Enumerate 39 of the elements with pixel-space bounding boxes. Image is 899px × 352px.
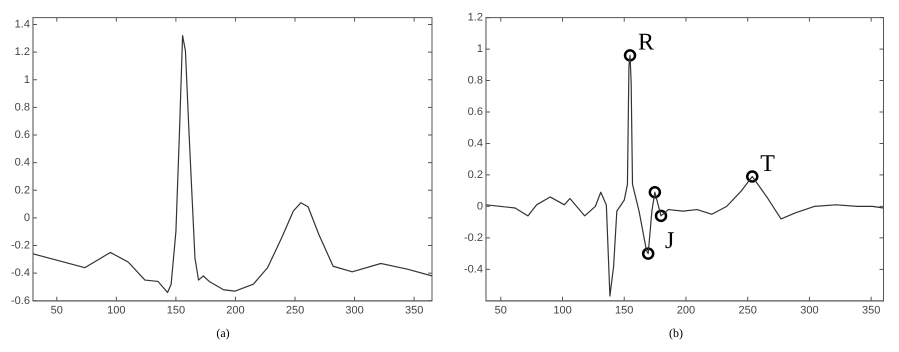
x-tick-label: 300 xyxy=(345,304,364,316)
y-tick-label: -0.2 xyxy=(464,232,483,244)
y-tick-label: 0.6 xyxy=(468,106,483,118)
x-tick-label: 350 xyxy=(404,304,424,316)
annotation: R xyxy=(638,30,654,56)
x-tick-label: 100 xyxy=(553,304,572,316)
y-tick-label: 0 xyxy=(24,212,30,224)
x-tick-label: 250 xyxy=(286,304,304,316)
x-tick-label: 350 xyxy=(862,304,880,316)
x-tick-label: 200 xyxy=(676,304,696,316)
annotation: T xyxy=(760,150,776,177)
y-tick-label: 1.2 xyxy=(468,12,483,24)
x-tick-label: 50 xyxy=(494,304,507,316)
text: (b) xyxy=(669,326,683,341)
y-tick-label: 0.6 xyxy=(14,129,30,142)
y-tick-label: 0.4 xyxy=(14,156,30,169)
x-tick-label: 150 xyxy=(166,304,186,316)
text: (a) xyxy=(216,326,230,341)
x-tick-label: 150 xyxy=(615,304,634,316)
y-tick-label: 0 xyxy=(476,200,483,212)
y-tick-label: 1 xyxy=(24,74,30,86)
x-tick-label: 100 xyxy=(107,304,126,316)
x-tick-label: 300 xyxy=(800,304,819,316)
y-tick-label: 1.4 xyxy=(14,18,30,31)
y-tick-label: 0.8 xyxy=(14,101,30,114)
y-tick-label: -0.6 xyxy=(10,294,30,307)
x-tick-label: 250 xyxy=(738,304,757,316)
y-tick-label: -0.4 xyxy=(464,263,483,276)
y-tick-label: 0.2 xyxy=(468,168,483,181)
y-tick-label: 0.2 xyxy=(14,184,30,196)
y-tick-label: 0.4 xyxy=(468,138,483,150)
y-tick-label: 1.2 xyxy=(14,46,30,58)
y-tick-label: 0.8 xyxy=(468,74,483,87)
x-tick-label: 50 xyxy=(50,304,63,316)
y-tick-label: -0.2 xyxy=(10,240,30,252)
annotation: J xyxy=(665,228,674,254)
y-tick-label: -0.4 xyxy=(10,267,30,280)
x-tick-label: 200 xyxy=(226,304,245,316)
y-tick-label: 1 xyxy=(476,43,483,56)
